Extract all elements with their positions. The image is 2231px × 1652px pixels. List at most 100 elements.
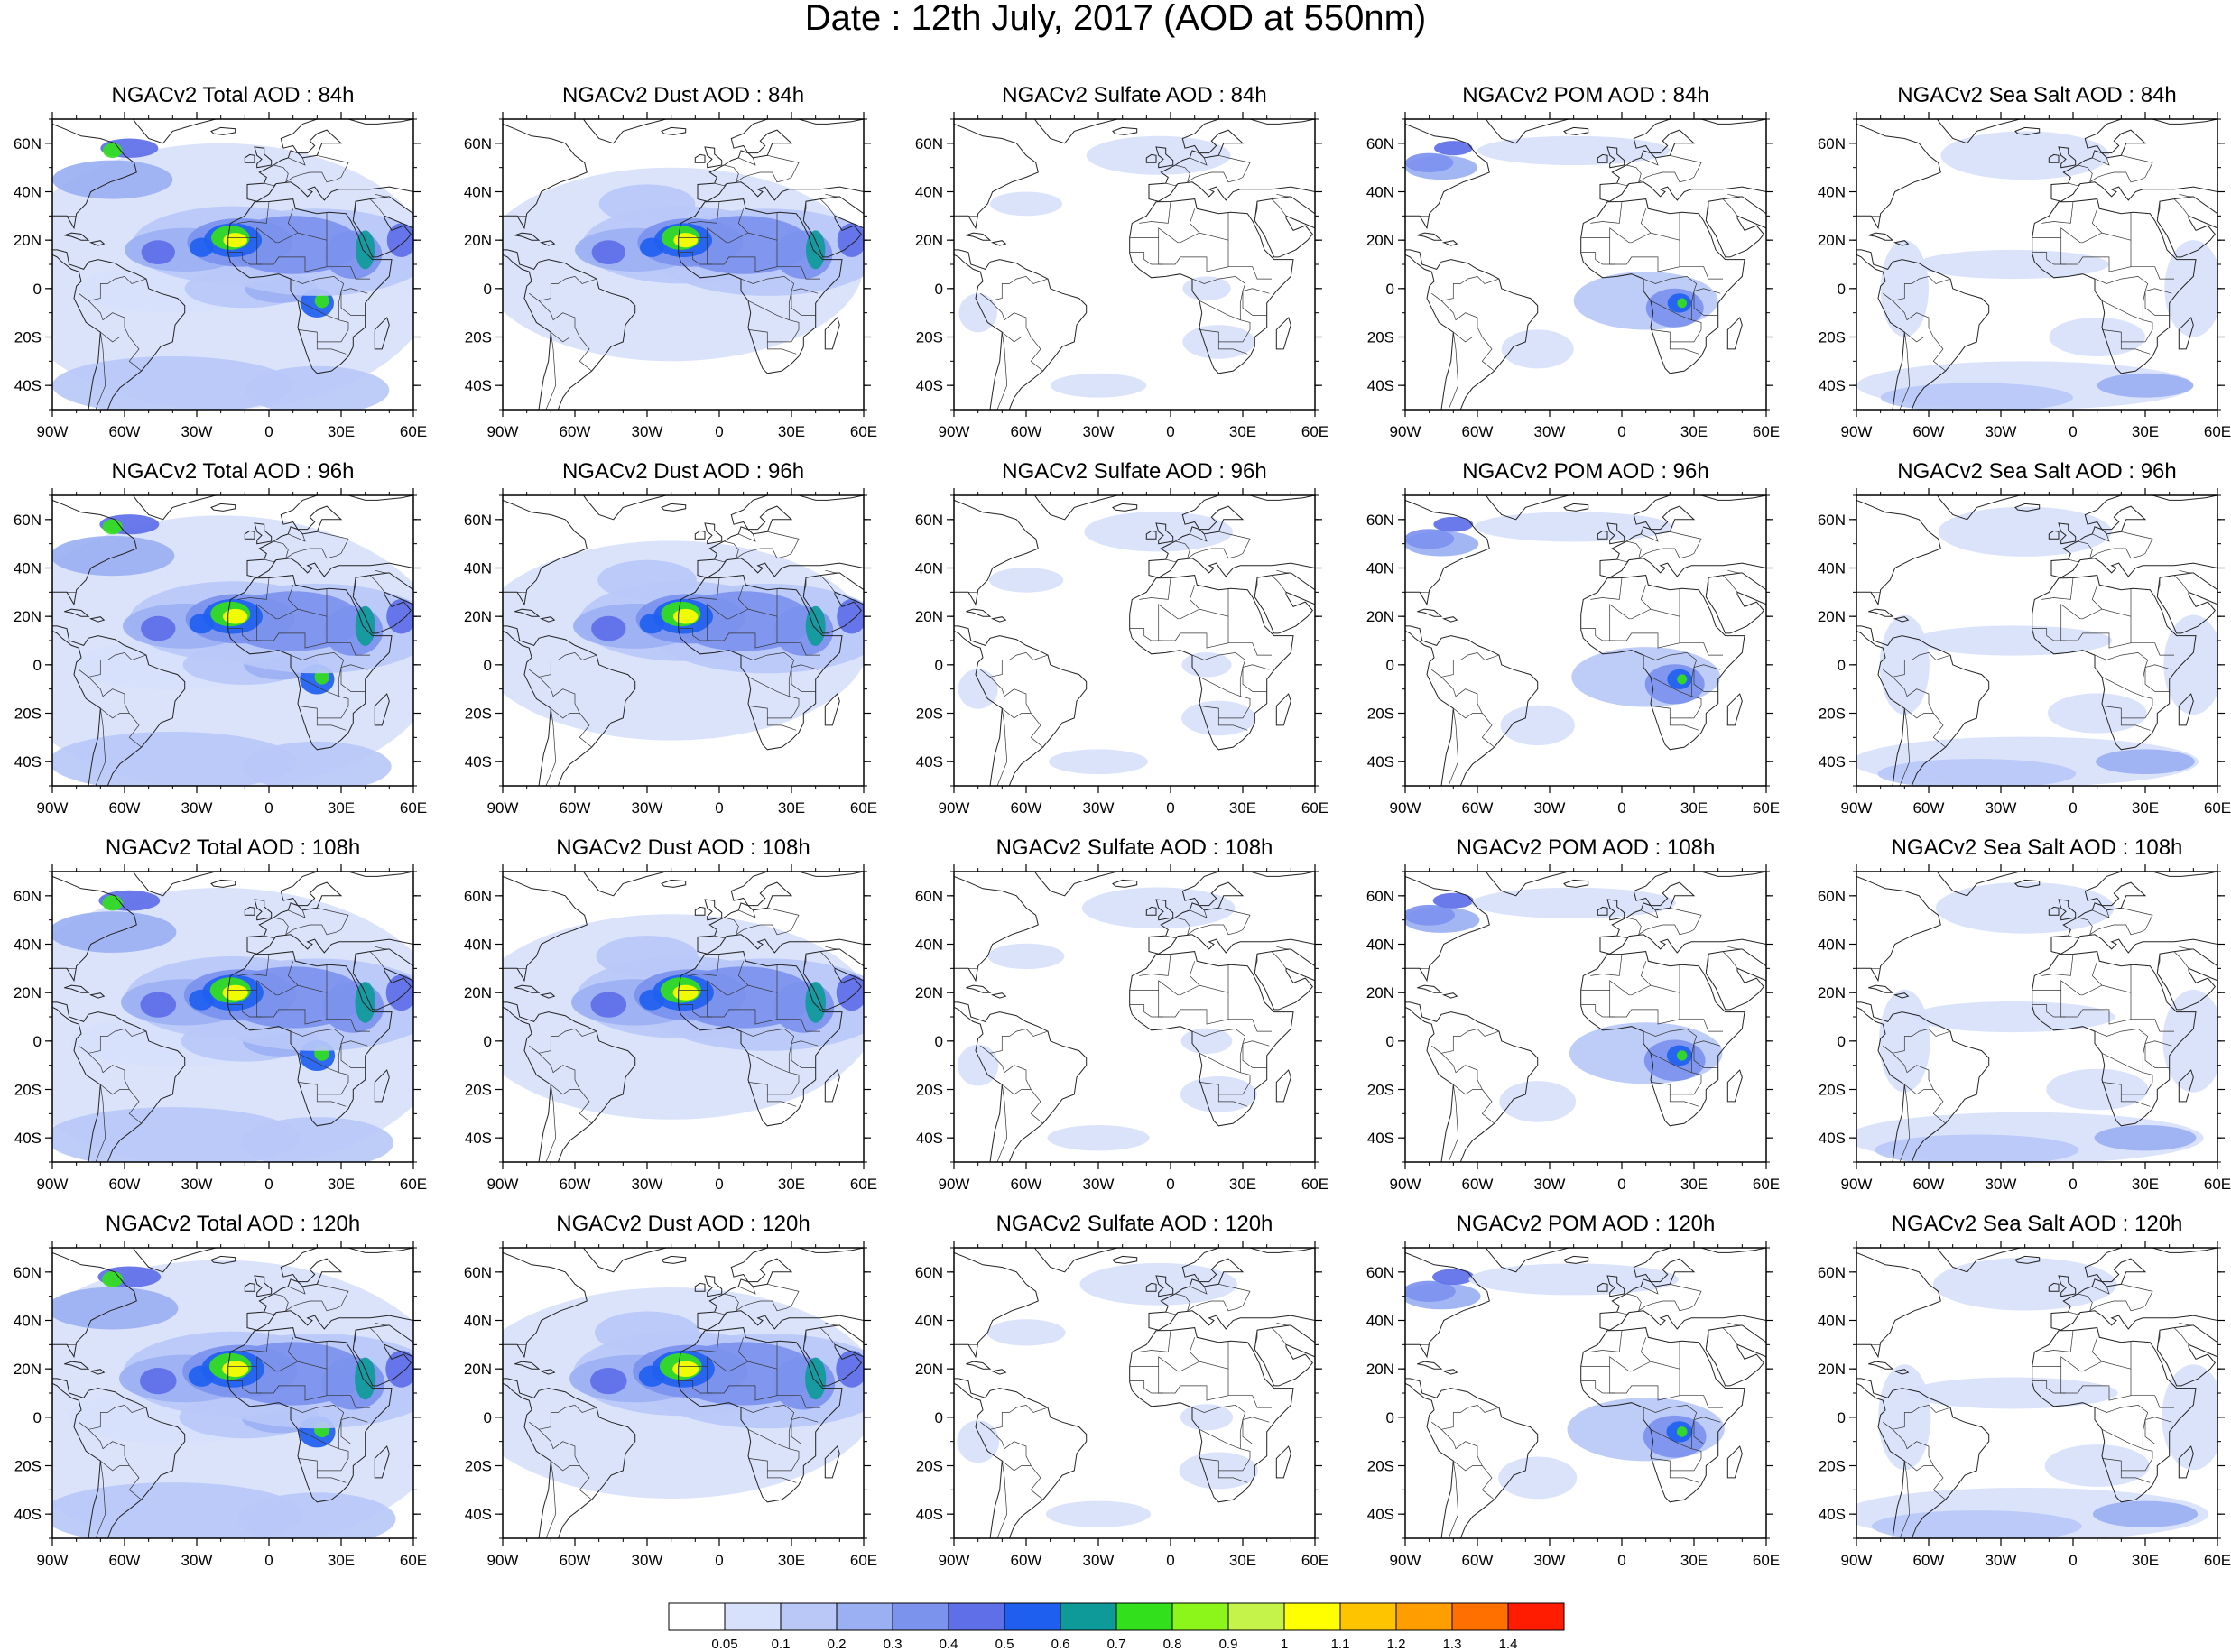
country-border (369, 1327, 385, 1345)
x-tick-label: 60W (1913, 1552, 1945, 1569)
aod-plume (314, 293, 329, 309)
country-border (688, 201, 720, 224)
y-tick-label: 0 (33, 1033, 42, 1050)
y-tick-label: 20S (916, 329, 943, 346)
panel-title: NGACv2 POM AOD : 96h (1462, 459, 1709, 484)
coastline (374, 693, 390, 726)
y-tick-label: 60N (915, 512, 943, 529)
coastline (539, 616, 556, 623)
x-tick-label: 0 (2069, 1552, 2077, 1569)
coastline (1485, 119, 1569, 144)
country-border (1590, 201, 1623, 224)
country-border (1722, 575, 1738, 593)
country-border (2173, 951, 2189, 969)
coastline (990, 992, 1007, 999)
coastline (990, 240, 1007, 246)
country-border (538, 1405, 597, 1430)
x-tick-label: 30W (1986, 423, 2017, 440)
country-border (1217, 1094, 1248, 1107)
panel-title: NGACv2 Sulfate AOD : 96h (1002, 459, 1267, 484)
aod-plume (957, 1420, 999, 1463)
country-border (996, 1461, 1008, 1538)
x-tick-label: 30E (2132, 1552, 2159, 1569)
country-border (791, 1417, 819, 1444)
coastline (582, 119, 667, 144)
aod-plume (140, 992, 177, 1018)
colorbar-label: 1.2 (1386, 1637, 1406, 1652)
country-border (2078, 154, 2153, 183)
coastline (954, 249, 1088, 410)
country-border (227, 1004, 262, 1018)
aod-shading (1856, 1248, 2217, 1538)
country-border (989, 1405, 1049, 1430)
country-border (375, 946, 390, 950)
coastline (1275, 317, 1291, 350)
map-panel-seasalt-120h: NGACv2 Sea Salt AOD : 120h 90W 60W 30W 0 30E 6… (1818, 1212, 2231, 1569)
coastline (1254, 1324, 1315, 1387)
country-border (1199, 676, 1251, 719)
coastline (1936, 1248, 2021, 1273)
country-border (2078, 531, 2153, 559)
aod-field-map: 90W 60W 30W 0 30E 60E 60N 40N 20N 0 20S 40S (464, 1241, 877, 1569)
coastline (52, 249, 186, 410)
coastline (227, 1327, 393, 1503)
country-border (375, 1322, 390, 1326)
country-border (1643, 276, 1698, 320)
country-border (290, 652, 345, 697)
x-tick-label: 60W (560, 799, 591, 817)
coastline (246, 495, 413, 578)
x-tick-label: 60W (1462, 423, 1494, 440)
y-tick-label: 20S (1367, 329, 1394, 346)
country-border (1693, 1417, 1721, 1444)
map-panel-dust-96h: NGACv2 Dust AOD : 96h 90W 60W 30W 0 30E 60E 60N… (464, 459, 877, 817)
aod-field-map: 90W 60W 30W 0 30E 60E 60N 40N 20N 0 20S 40S (915, 488, 1328, 817)
x-tick-label: 30W (1534, 1552, 1566, 1569)
y-tick-label: 40S (1819, 1506, 1846, 1523)
y-tick-label: 0 (484, 281, 492, 298)
country-border (545, 332, 557, 410)
country-border (1727, 569, 1743, 574)
x-tick-label: 90W (1841, 799, 1873, 817)
country-border (737, 1337, 749, 1362)
country-border (714, 1311, 727, 1315)
country-border (1271, 951, 1287, 969)
country-border (1199, 1052, 1251, 1095)
aod-plume (639, 989, 665, 1011)
coastline (2048, 906, 2060, 916)
y-tick-label: 40S (1367, 753, 1394, 771)
x-tick-label: 30E (778, 1176, 805, 1193)
y-tick-label: 40N (464, 1313, 492, 1330)
coastline (1275, 1445, 1291, 1479)
country-border (287, 1337, 299, 1362)
country-border (1242, 1040, 1270, 1068)
x-tick-label: 30W (181, 423, 213, 440)
x-tick-label: 30E (1680, 423, 1708, 440)
x-tick-label: 90W (939, 1176, 970, 1193)
coastline (1129, 951, 1294, 1127)
aod-shading (52, 872, 413, 1162)
country-border (678, 1004, 712, 1018)
country-border (1276, 193, 1291, 198)
country-border (327, 642, 370, 656)
coastline (374, 1069, 390, 1103)
country-border (1165, 558, 1179, 563)
coastline (1485, 495, 1569, 521)
y-tick-label: 20S (14, 1082, 42, 1099)
y-tick-label: 40N (1366, 184, 1394, 201)
aod-plume (355, 982, 376, 1023)
country-border (678, 964, 778, 996)
coastline (1705, 1324, 1766, 1387)
y-tick-label: 40N (1818, 184, 1846, 201)
y-tick-label: 0 (484, 657, 492, 674)
aod-plume (958, 1044, 999, 1086)
country-border (273, 154, 349, 183)
coastline (990, 616, 1007, 623)
y-tick-label: 20N (915, 232, 943, 249)
coastline (966, 608, 992, 617)
x-tick-label: 0 (1617, 423, 1625, 440)
country-border (819, 1327, 836, 1345)
y-tick-label: 40S (1819, 753, 1846, 771)
x-tick-label: 0 (1166, 1176, 1174, 1193)
country-border (1190, 909, 1208, 918)
coastline (2032, 951, 2197, 1127)
